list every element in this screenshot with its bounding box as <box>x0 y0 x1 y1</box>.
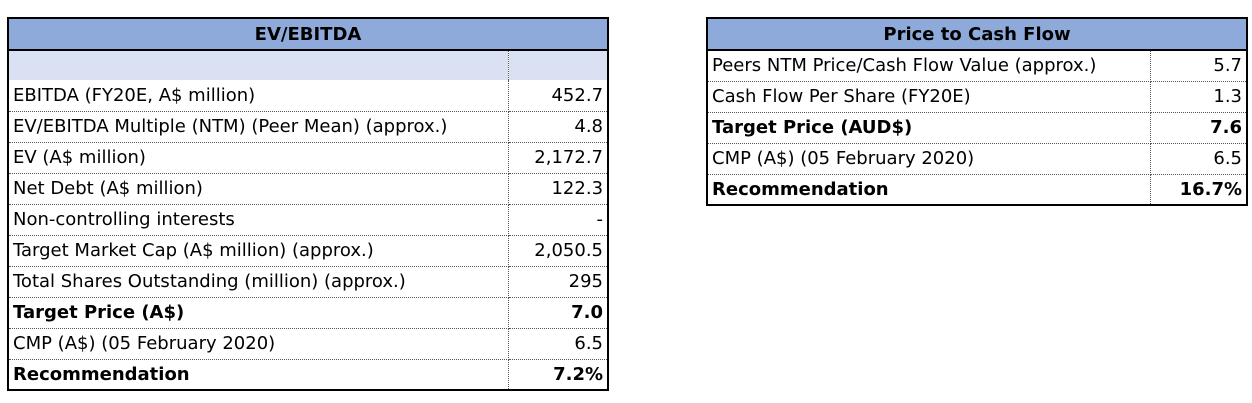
table-row: EV/EBITDA Multiple (NTM) (Peer Mean) (ap… <box>8 111 609 143</box>
table-row: Net Debt (A$ million) 122.3 <box>8 173 609 205</box>
row-label: Recommendation <box>707 174 1151 205</box>
row-value: 7.6 <box>1150 112 1248 144</box>
row-label: Target Price (A$) <box>8 297 509 329</box>
row-label: EV/EBITDA Multiple (NTM) (Peer Mean) (ap… <box>8 111 509 143</box>
price-to-cash-flow-header-row: Price to Cash Flow <box>707 18 1248 51</box>
row-label: Cash Flow Per Share (FY20E) <box>707 81 1151 113</box>
row-value: 6.5 <box>508 328 609 360</box>
table-row: Non-controlling interests - <box>8 204 609 236</box>
table-row: Target Market Cap (A$ million) (approx.)… <box>8 235 609 267</box>
row-value: 1.3 <box>1150 81 1248 113</box>
ev-ebitda-header-row: EV/EBITDA <box>8 18 609 51</box>
price-to-cash-flow-table: Price to Cash Flow Peers NTM Price/Cash … <box>706 17 1249 206</box>
table-row: CMP (A$) (05 February 2020) 6.5 <box>707 143 1248 175</box>
price-to-cash-flow-title: Price to Cash Flow <box>707 18 1248 51</box>
row-label: Net Debt (A$ million) <box>8 173 509 205</box>
row-label: EV (A$ million) <box>8 142 509 174</box>
ev-ebitda-blank-row <box>8 50 609 80</box>
row-value: - <box>508 204 609 236</box>
row-label: Total Shares Outstanding (million) (appr… <box>8 266 509 298</box>
row-value: 295 <box>508 266 609 298</box>
table-row: CMP (A$) (05 February 2020) 6.5 <box>8 328 609 360</box>
table-row: Peers NTM Price/Cash Flow Value (approx.… <box>707 50 1248 82</box>
row-value: 122.3 <box>508 173 609 205</box>
ev-ebitda-table: EV/EBITDA EBITDA (FY20E, A$ million) 452… <box>7 17 610 391</box>
row-label: Recommendation <box>8 359 509 390</box>
row-value: 5.7 <box>1150 50 1248 82</box>
row-label: CMP (A$) (05 February 2020) <box>707 143 1151 175</box>
row-value: 452.7 <box>508 80 609 112</box>
table-row: Cash Flow Per Share (FY20E) 1.3 <box>707 81 1248 113</box>
row-label: Non-controlling interests <box>8 204 509 236</box>
row-value: 7.0 <box>508 297 609 329</box>
row-label: CMP (A$) (05 February 2020) <box>8 328 509 360</box>
table-row: EV (A$ million) 2,172.7 <box>8 142 609 174</box>
table-row: Recommendation 16.7% <box>707 174 1247 205</box>
row-label: Target Market Cap (A$ million) (approx.) <box>8 235 509 267</box>
table-row: Total Shares Outstanding (million) (appr… <box>8 266 609 298</box>
table-row: Target Price (A$) 7.0 <box>8 297 609 329</box>
row-value: 2,050.5 <box>508 235 609 267</box>
row-value: 6.5 <box>1150 143 1248 175</box>
row-label: Target Price (AUD$) <box>707 112 1151 144</box>
row-value: 7.2% <box>553 363 604 385</box>
blank-cell <box>8 50 509 80</box>
row-value: 16.7% <box>1179 178 1243 200</box>
ev-ebitda-title: EV/EBITDA <box>8 18 609 51</box>
blank-cell <box>508 50 609 80</box>
row-value: 4.8 <box>508 111 609 143</box>
row-value: 2,172.7 <box>508 142 609 174</box>
table-row: EBITDA (FY20E, A$ million) 452.7 <box>8 80 609 112</box>
row-label: Peers NTM Price/Cash Flow Value (approx.… <box>707 50 1151 82</box>
table-row: Target Price (AUD$) 7.6 <box>707 112 1248 144</box>
row-label: EBITDA (FY20E, A$ million) <box>8 80 509 112</box>
table-row: Recommendation 7.2% <box>8 359 608 390</box>
